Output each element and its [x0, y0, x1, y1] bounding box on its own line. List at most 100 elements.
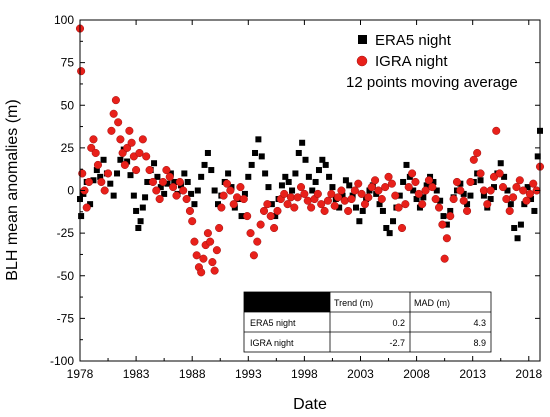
era5-point — [201, 161, 208, 168]
igra-point — [371, 176, 380, 185]
era5-point — [356, 218, 363, 225]
igra-point — [330, 201, 339, 210]
era5-point — [87, 201, 94, 208]
era5-point — [97, 173, 104, 180]
era5-point — [225, 170, 232, 177]
igra-point — [256, 220, 265, 229]
era5-point — [443, 221, 450, 228]
era5-point — [329, 184, 336, 191]
igra-point — [179, 186, 188, 195]
era5-point — [204, 149, 211, 156]
era5-point — [400, 178, 407, 185]
era5-point — [413, 196, 420, 203]
igra-point — [483, 200, 492, 209]
igra-point — [333, 193, 343, 202]
igra-point — [127, 138, 136, 147]
y-tick-label: 0 — [67, 184, 74, 198]
era5-point — [504, 187, 511, 194]
igra-point — [109, 109, 118, 118]
igra-point — [155, 194, 164, 204]
igra-point — [148, 177, 157, 187]
era5-point — [353, 204, 359, 211]
igra-point — [401, 200, 410, 209]
era5-point — [376, 201, 383, 208]
x-tick-label: 1998 — [291, 367, 318, 381]
igra-point — [397, 223, 407, 233]
igra-point — [486, 186, 495, 195]
igra-point — [233, 193, 242, 202]
era5-point — [386, 230, 393, 237]
igra-point — [502, 194, 511, 204]
igra-point — [249, 251, 258, 260]
era5-point — [215, 201, 221, 208]
era5-point — [467, 192, 474, 199]
igra-point — [114, 118, 123, 127]
igra-point — [208, 258, 217, 267]
era5-point — [238, 213, 245, 220]
y-tick-label: -50 — [57, 269, 75, 283]
igra-point — [93, 160, 103, 169]
era5-point — [524, 184, 531, 191]
igra-point — [438, 220, 447, 229]
era5-point — [241, 190, 248, 197]
igra-point — [239, 194, 248, 204]
era5-point — [184, 178, 191, 185]
igra-point — [377, 194, 386, 204]
stats-table: Trend (m) MAD (m) ERA5 night 0.2 4.3 IGR… — [243, 291, 492, 353]
igra-point — [446, 212, 455, 221]
era5-point — [110, 192, 117, 199]
y-tick-label: 75 — [61, 56, 75, 70]
igra-point — [512, 183, 521, 192]
era5-point — [262, 170, 269, 177]
x-tick-label: 1993 — [235, 367, 262, 381]
igra-point — [495, 169, 504, 178]
igra-point — [259, 206, 269, 216]
igra-point — [203, 229, 212, 238]
era5-point — [319, 156, 326, 163]
era5-point — [517, 221, 524, 228]
igra-point — [145, 165, 154, 175]
igra-point — [132, 165, 141, 175]
igra-point — [290, 203, 299, 212]
era5-point — [93, 167, 100, 174]
igra-point — [300, 189, 309, 198]
y-tick-label: -25 — [57, 226, 75, 240]
legend-note: 12 points moving average — [346, 74, 518, 91]
era5-point — [130, 192, 137, 199]
era5-point — [322, 161, 329, 168]
era5-point — [315, 167, 322, 174]
legend: ERA5 night IGRA night 12 points moving a… — [346, 32, 518, 91]
igra-point — [280, 189, 289, 198]
era5-point — [447, 207, 454, 214]
igra-point — [229, 200, 238, 209]
igra-point — [188, 217, 197, 226]
y-tick-label: -75 — [57, 311, 75, 325]
igra-point — [354, 179, 363, 188]
igra-point — [391, 191, 400, 200]
igra-point — [317, 200, 326, 209]
igra-point — [120, 160, 129, 169]
era5-point — [208, 167, 215, 174]
igra-point — [456, 186, 465, 195]
igra-point — [408, 169, 417, 178]
x-tick-label: 2018 — [515, 367, 542, 381]
era5-point — [480, 192, 487, 199]
igra-point — [222, 179, 232, 188]
igra-point — [515, 176, 524, 185]
era5-point — [188, 190, 195, 197]
y-axis-label: BLH mean anomalies (m) — [4, 99, 21, 280]
igra-point — [431, 194, 440, 204]
era5-point — [211, 187, 218, 194]
y-tick-label: -100 — [50, 354, 74, 368]
stats-cell-trend: 0.2 — [392, 318, 405, 328]
data-marks — [75, 24, 545, 277]
igra-point — [199, 254, 208, 263]
era5-point — [416, 204, 423, 211]
igra-point — [123, 143, 132, 152]
x-tick-label: 2003 — [347, 367, 374, 381]
era5-point — [137, 218, 144, 225]
igra-point — [118, 148, 127, 158]
igra-point — [236, 183, 245, 192]
igra-point — [387, 179, 396, 188]
igra-point — [172, 191, 181, 200]
